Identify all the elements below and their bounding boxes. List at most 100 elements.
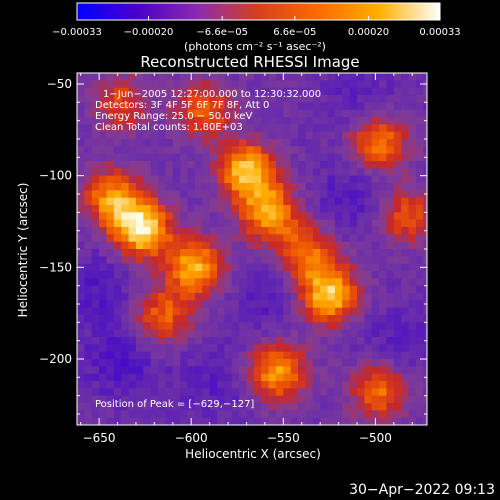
heatmap-cell (246, 234, 255, 243)
heatmap-cell (283, 117, 292, 125)
heatmap-cell (379, 344, 388, 353)
heatmap-cell (239, 307, 248, 316)
heatmap-cell (150, 293, 159, 301)
heatmap-cell (194, 146, 203, 155)
heatmap-cell (357, 293, 365, 301)
heatmap-cell (121, 307, 130, 316)
heatmap-cell (320, 227, 329, 235)
heatmap-cell (99, 395, 108, 404)
heatmap-cell (91, 241, 100, 250)
heatmap-cell (408, 95, 417, 103)
heatmap-cell (239, 366, 248, 375)
heatmap-cell (334, 285, 343, 294)
heatmap-cell (268, 395, 277, 404)
heatmap-cell (106, 161, 115, 169)
heatmap-cell (224, 315, 233, 323)
heatmap-cell (290, 417, 299, 425)
heatmap-cell (165, 307, 174, 316)
heatmap-cell (401, 315, 410, 323)
heatmap-cell (121, 190, 130, 199)
heatmap-cell (150, 329, 159, 338)
heatmap-cell (187, 285, 196, 294)
heatmap-cell (99, 417, 108, 425)
heatmap-cell (371, 190, 380, 199)
heatmap-cell (113, 190, 122, 199)
heatmap-cell (128, 271, 137, 279)
heatmap-cell (187, 212, 196, 221)
heatmap-cell (379, 175, 388, 184)
heatmap-cell (393, 109, 402, 118)
heatmap-cell (180, 329, 189, 338)
heatmap-cell (187, 366, 196, 375)
heatmap-cell (180, 373, 189, 382)
heatmap-cell (334, 366, 343, 375)
heatmap-cell (150, 249, 159, 257)
heatmap-cell (423, 139, 427, 147)
heatmap-cell (246, 263, 255, 272)
heatmap-cell (275, 300, 284, 309)
heatmap-cell (408, 263, 417, 272)
heatmap-cell (371, 241, 380, 250)
heatmap-cell (275, 102, 284, 111)
heatmap-cell (357, 395, 365, 404)
heatmap-cell (327, 337, 336, 345)
heatmap-cell (128, 366, 137, 375)
heatmap-cell (158, 249, 167, 257)
heatmap-cell (393, 241, 402, 250)
heatmap-cell (84, 256, 93, 265)
heatmap-cell (334, 197, 343, 206)
heatmap-cell (91, 80, 100, 89)
heatmap-cell (298, 278, 307, 287)
heatmap-cell (143, 293, 152, 301)
heatmap-cell (386, 161, 395, 169)
heatmap-cell (99, 293, 108, 301)
heatmap-cell (150, 95, 159, 103)
heatmap-cell (364, 219, 373, 228)
heatmap-cell (84, 131, 93, 140)
heatmap-cell (209, 80, 218, 89)
heatmap-cell (253, 293, 262, 301)
heatmap-cell (158, 395, 167, 404)
heatmap-cell (194, 263, 203, 272)
heatmap-cell (121, 278, 130, 287)
heatmap-cell (246, 256, 255, 265)
heatmap-cell (364, 344, 373, 353)
heatmap-cell (99, 249, 108, 257)
heatmap-cell (143, 153, 152, 162)
heatmap-cell (320, 183, 329, 191)
heatmap-cell (84, 263, 93, 272)
heatmap-cell (202, 249, 211, 257)
heatmap-cell (121, 241, 130, 250)
heatmap-cell (187, 410, 196, 419)
heatmap-cell (246, 395, 255, 404)
heatmap-cell (150, 190, 159, 199)
heatmap-cell (334, 227, 343, 235)
heatmap-cell (150, 205, 159, 213)
heatmap-cell (401, 293, 410, 301)
heatmap-cell (349, 249, 358, 257)
heatmap-cell (187, 131, 196, 140)
heatmap-cell (143, 73, 152, 81)
heatmap-cell (364, 256, 373, 265)
heatmap-cell (194, 351, 203, 360)
heatmap-cell (172, 183, 181, 191)
heatmap-cell (283, 337, 292, 345)
heatmap-cell (253, 403, 262, 411)
heatmap-cell (327, 300, 336, 309)
heatmap-cell (143, 146, 152, 155)
heatmap-cell (283, 87, 292, 96)
heatmap-cell (113, 388, 122, 397)
heatmap-cell (393, 351, 402, 360)
heatmap-cell (261, 190, 270, 199)
heatmap-cell (320, 131, 329, 140)
heatmap-cell (84, 117, 93, 125)
heatmap-cell (128, 190, 137, 199)
heatmap-cell (253, 109, 262, 118)
heatmap-cell (135, 410, 144, 419)
heatmap-cell (217, 351, 225, 360)
heatmap-cell (165, 329, 174, 338)
heatmap-cell (158, 124, 167, 133)
heatmap-cell (165, 73, 174, 81)
heatmap-cell (202, 395, 211, 404)
heatmap-cell (401, 307, 410, 316)
